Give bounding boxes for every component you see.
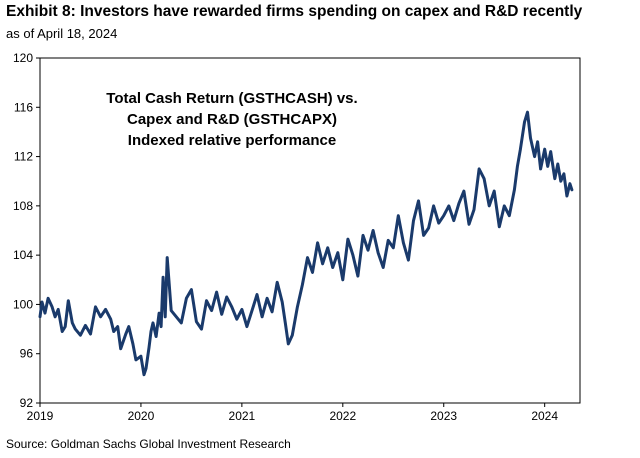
plot-frame [39,57,581,404]
series-group [38,110,574,377]
y-tick-label: 108 [13,199,33,213]
y-tick-label: 96 [20,347,34,361]
y-axis: 92 96 100 104 108 112 116 120 [13,51,40,410]
y-tick-label: 100 [13,297,33,311]
x-tick-label: 2020 [128,409,155,423]
annotation-line: Indexed relative performance [128,132,336,149]
source-note: Source: Goldman Sachs Global Investment … [6,437,291,451]
x-tick-label: 2022 [329,409,356,423]
y-tick-label: 92 [20,396,34,410]
y-tick-label: 104 [13,248,33,262]
y-tick-label: 120 [13,51,33,65]
y-tick-label: 112 [14,150,33,164]
chart-title: Exhibit 8: Investors have rewarded firms… [6,3,583,20]
x-tick-label: 2023 [430,409,457,423]
x-tick-label: 2024 [531,409,558,423]
annotation-line: Capex and R&D (GSTHCAPX) [127,111,337,128]
chart-annotation: Total Cash Return (GSTHCASH) vs. Capex an… [106,90,357,149]
x-tick-label: 2019 [27,409,54,423]
chart-date: as of April 18, 2024 [6,26,118,41]
series-line [38,110,574,377]
y-tick-label: 116 [14,100,33,114]
annotation-line: Total Cash Return (GSTHCASH) vs. [106,90,357,107]
x-tick-label: 2021 [229,409,256,423]
x-axis: 2019 2020 2021 2022 2023 2024 [27,403,558,423]
